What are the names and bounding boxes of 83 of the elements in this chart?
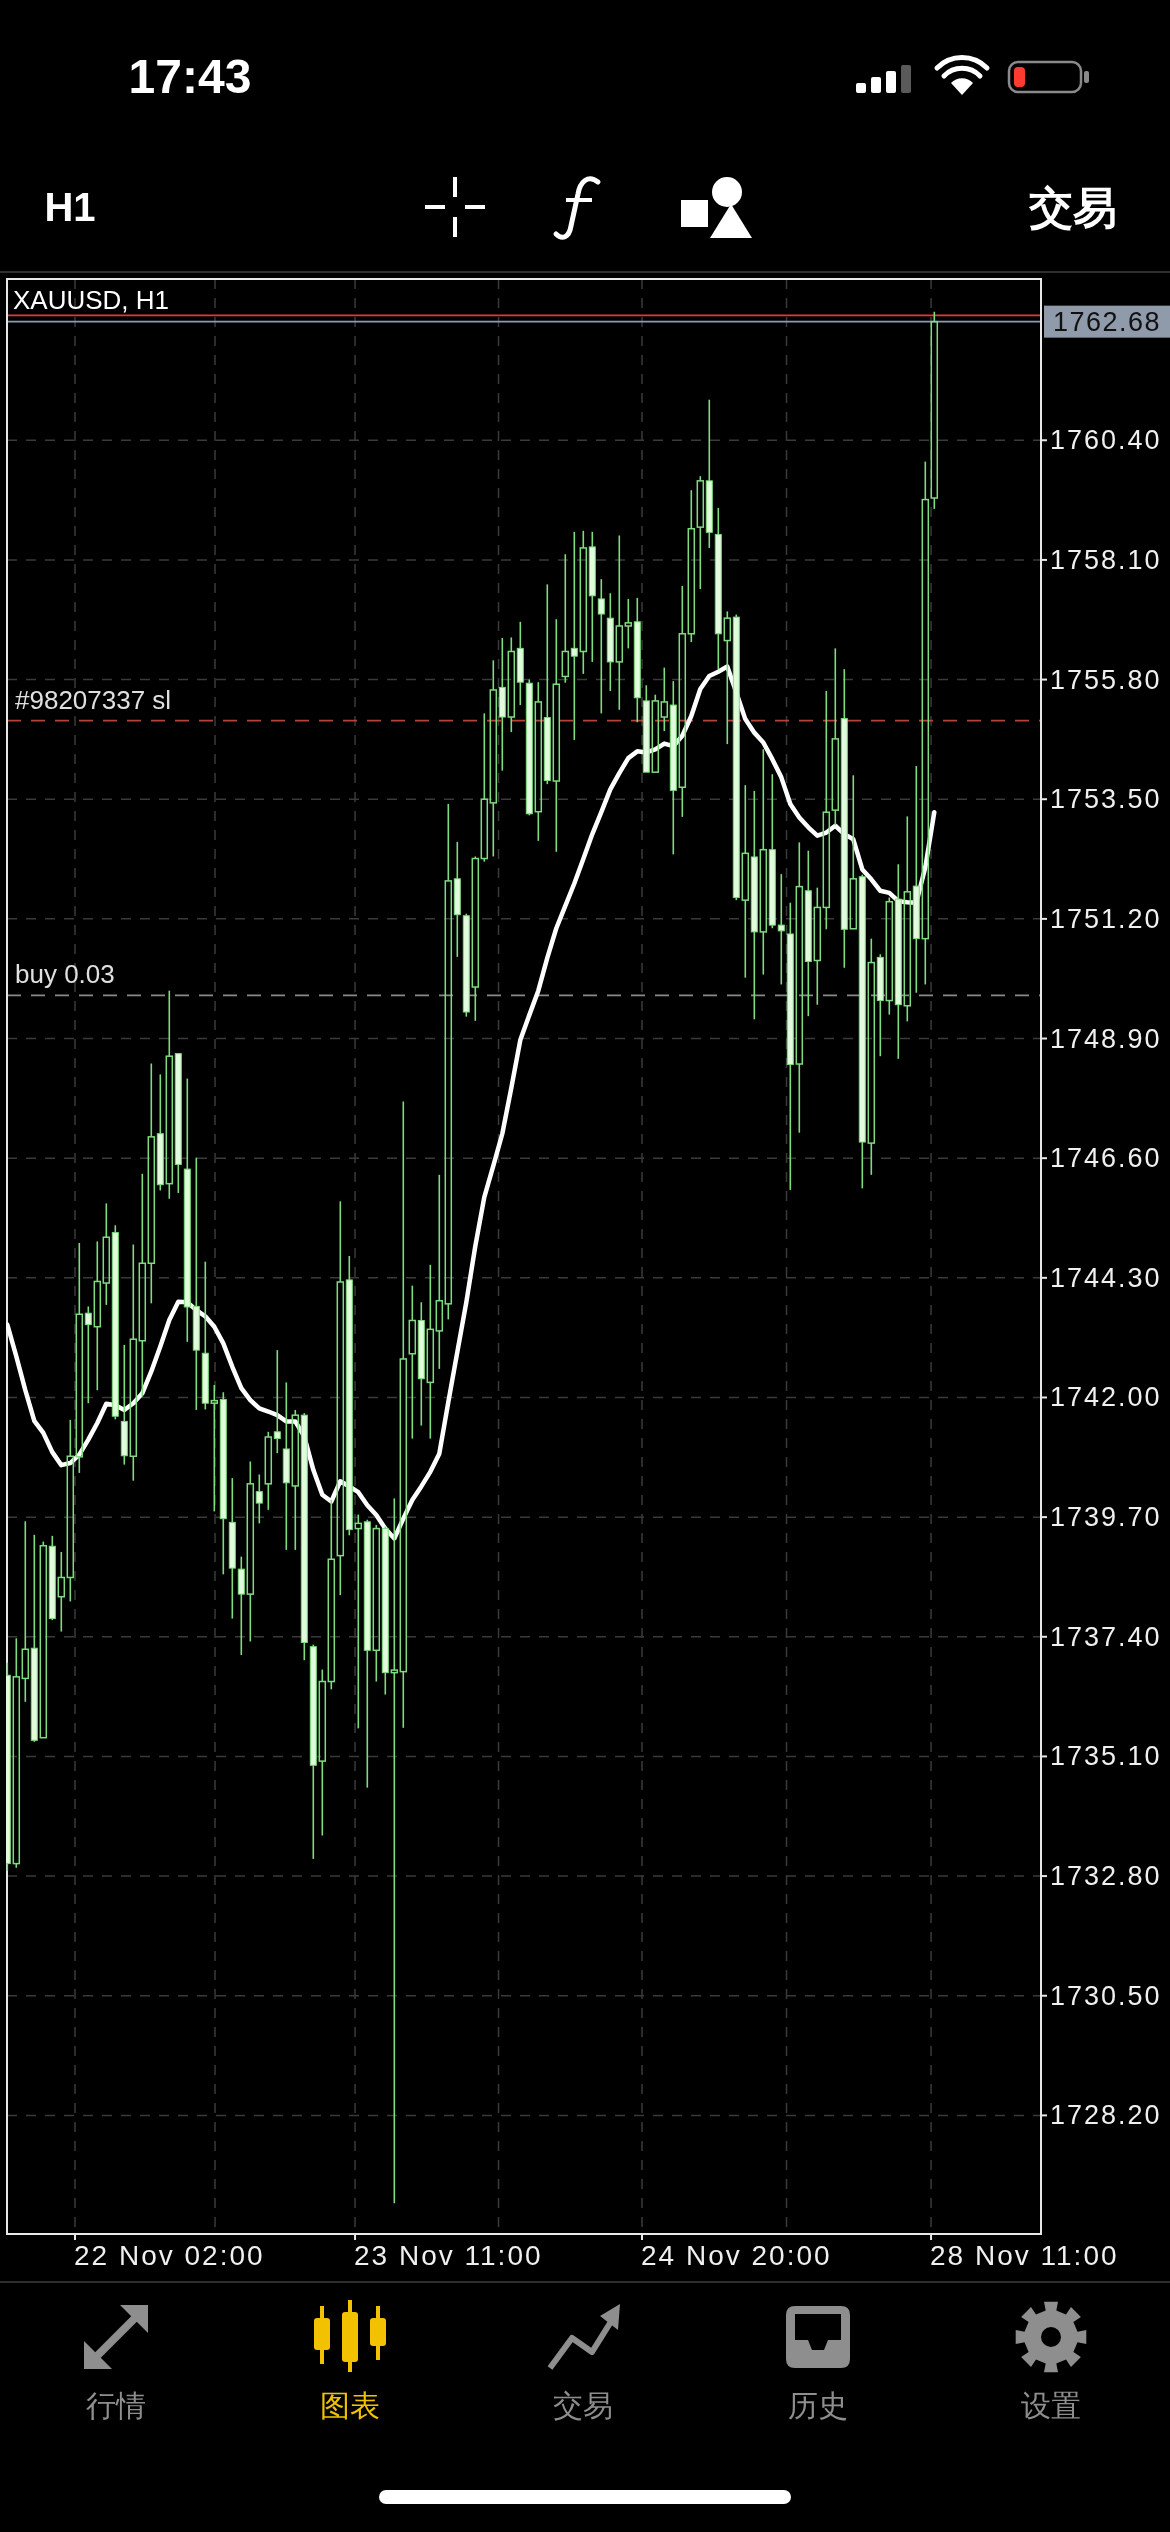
candlestick [912,765,920,994]
candlestick [129,1243,138,1482]
candlestick [12,1637,21,1869]
candlestick [489,659,498,858]
candlestick [750,790,758,1021]
candlestick [192,1156,200,1411]
candlestick [867,937,876,1176]
candlestick [417,1301,425,1427]
text: 17:43 [128,49,252,103]
candlestick [714,507,722,670]
ref-line-label: 1762.68 [1052,306,1162,337]
ref-line-label: buy 0.03 [15,959,115,990]
y-tick-label: 1739.70 [1050,1502,1162,1533]
candlestick [786,901,794,1191]
candlestick [336,1200,345,1596]
candlestick [570,531,578,741]
y-tick-label: 1737.40 [1050,1621,1162,1652]
candlestick [822,690,831,931]
line-series [6,664,937,1541]
candlestick [21,1520,30,1703]
candlestick [624,598,633,650]
y-tick-label: 1748.90 [1050,1023,1162,1054]
y-tick-label: 1746.60 [1050,1143,1162,1174]
y-tick-label: 1760.40 [1050,425,1162,456]
candlestick [669,680,677,856]
y-tick-label: 1735.10 [1050,1741,1162,1772]
x-tick-label: 23 Nov 11:00 [354,2239,543,2271]
y-tick-label: 1753.50 [1050,784,1162,815]
y-tick-label: 1744.30 [1050,1262,1162,1293]
candlestick [426,1264,435,1440]
candlestick [183,1077,191,1343]
candlestick [804,849,812,1017]
candlestick [552,618,561,853]
y-tick-label: 1732.80 [1050,1861,1162,1892]
text: 交易 [553,2388,613,2422]
text: 图表 [320,2388,380,2422]
candlestick [66,1419,75,1603]
text: 交易 [1028,182,1117,232]
candlestick [516,621,524,706]
candlestick [894,863,902,1060]
x-tick-label: 28 Nov 11:00 [930,2239,1119,2271]
text: 行情 [86,2388,146,2422]
candlestick [399,1100,408,1729]
candlestick [534,681,543,842]
candlestick [741,784,750,979]
candlestick [840,668,848,969]
y-tick-label: 1728.20 [1050,2100,1162,2131]
x-tick-label: 22 Nov 02:00 [74,2239,265,2271]
candlestick [849,774,858,930]
candlestick [498,637,506,772]
text: H1 [44,185,96,229]
y-tick-label: 1730.50 [1050,1980,1162,2011]
chart-title: XAUUSD, H1 [13,285,170,315]
candlestick [453,841,461,958]
candlestick [435,1174,444,1370]
candlestick [246,1460,255,1643]
candlestick [921,460,930,986]
y-tick-label: 1751.20 [1050,903,1162,934]
candlestick [102,1202,111,1306]
candlestick [147,1062,156,1305]
ref-line-label: #98207337 sl [15,684,172,715]
candlestick [57,1551,66,1633]
candlestick [606,592,614,692]
candlestick [408,1284,417,1440]
candlestick [813,886,822,1006]
candlestick [174,1053,182,1194]
candlestick [795,841,804,1134]
candlestick [615,534,624,711]
candlestick [597,578,605,715]
candlestick [759,748,768,976]
candlestick [228,1477,236,1620]
text: 设置 [1021,2388,1081,2422]
candlestick [777,873,785,986]
candlestick [282,1381,290,1551]
candlestick [138,1172,147,1398]
candlestick [678,585,687,818]
y-tick-label: 1755.80 [1050,664,1162,695]
candlestick [633,597,641,724]
text: 历史 [788,2388,848,2422]
y-tick-label: 1758.10 [1050,544,1162,575]
candlestick [93,1240,102,1391]
y-tick-label: 1742.00 [1050,1382,1162,1413]
x-tick-label: 24 Nov 20:00 [641,2239,832,2271]
